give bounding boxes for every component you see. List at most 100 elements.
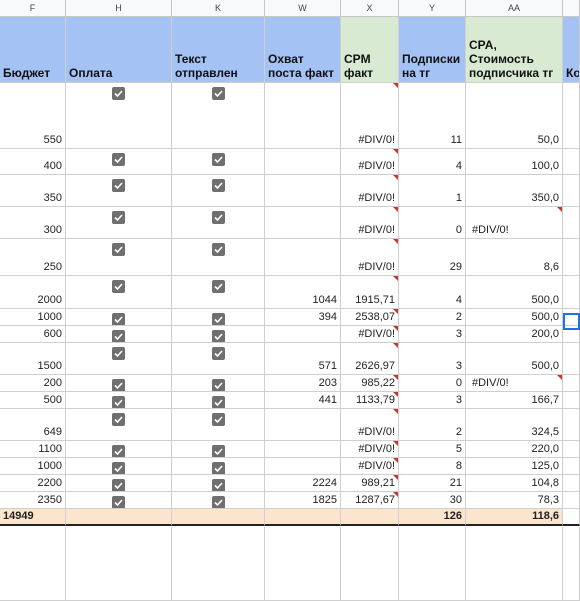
column-header-aa[interactable]: AA	[466, 0, 563, 17]
cell-budget[interactable]: 2200	[0, 475, 66, 492]
column-header-h[interactable]: H	[66, 0, 172, 17]
checkbox-cell[interactable]	[172, 239, 265, 276]
total-empty-cell[interactable]	[172, 509, 265, 526]
cell-budget[interactable]: 500	[0, 392, 66, 409]
cell-subs[interactable]: 29	[399, 239, 466, 276]
checkbox-cell[interactable]	[66, 475, 172, 492]
checkbox-cell[interactable]	[66, 392, 172, 409]
column-header-w[interactable]: W	[265, 0, 341, 17]
checkbox-cell[interactable]	[172, 276, 265, 309]
checkbox-cell[interactable]	[66, 276, 172, 309]
cell-reach[interactable]	[265, 458, 341, 475]
checkbox-cell[interactable]	[66, 441, 172, 458]
cell-cpa[interactable]: 125,0	[466, 458, 563, 475]
total-empty-cell[interactable]	[265, 509, 341, 526]
cell-budget[interactable]: 350	[0, 175, 66, 207]
cell-budget[interactable]: 1500	[0, 343, 66, 375]
checkbox-cell[interactable]	[172, 149, 265, 175]
cell-reach[interactable]: 441	[265, 392, 341, 409]
cell-subs[interactable]: 11	[399, 83, 466, 149]
checkbox-checked-icon[interactable]	[211, 313, 225, 325]
checkbox-checked-icon[interactable]	[211, 462, 225, 474]
empty-cell[interactable]	[563, 458, 580, 475]
checkbox-cell[interactable]	[172, 83, 265, 149]
cell-reach[interactable]: 571	[265, 343, 341, 375]
empty-cell[interactable]	[341, 527, 399, 601]
checkbox-checked-icon[interactable]	[112, 479, 125, 491]
column-header-k[interactable]: K	[172, 0, 265, 17]
checkbox-checked-icon[interactable]	[211, 496, 225, 508]
checkbox-checked-icon[interactable]	[112, 496, 125, 508]
cell-cpa[interactable]: 166,7	[466, 392, 563, 409]
cell-subs[interactable]: 3	[399, 326, 466, 343]
checkbox-checked-icon[interactable]	[112, 313, 125, 325]
cell-cpm[interactable]: 2626,97	[341, 343, 399, 375]
cell-reach[interactable]	[265, 175, 341, 207]
cell-reach[interactable]	[265, 207, 341, 239]
cell-cpm[interactable]: #DIV/0!	[341, 441, 399, 458]
cell-budget[interactable]: 1000	[0, 458, 66, 475]
column-header-next[interactable]	[563, 0, 580, 17]
total-empty-cell[interactable]	[563, 509, 580, 526]
cell-reach[interactable]: 394	[265, 309, 341, 326]
checkbox-checked-icon[interactable]	[112, 396, 125, 408]
checkbox-cell[interactable]	[66, 175, 172, 207]
checkbox-checked-icon[interactable]	[112, 347, 125, 360]
cell-cpm[interactable]: #DIV/0!	[341, 149, 399, 175]
checkbox-cell[interactable]	[66, 343, 172, 375]
cell-cpa[interactable]: #DIV/0!	[466, 375, 563, 392]
checkbox-cell[interactable]	[172, 475, 265, 492]
total-budget[interactable]: 14949	[0, 509, 66, 526]
checkbox-cell[interactable]	[172, 458, 265, 475]
empty-cell[interactable]	[563, 343, 580, 375]
checkbox-checked-icon[interactable]	[112, 462, 125, 474]
cell-subs[interactable]: 2	[399, 309, 466, 326]
checkbox-checked-icon[interactable]	[211, 445, 225, 457]
checkbox-cell[interactable]	[172, 309, 265, 326]
cell-cpa[interactable]: #DIV/0!	[466, 207, 563, 239]
empty-cell[interactable]	[563, 207, 580, 239]
cell-subs[interactable]: 8	[399, 458, 466, 475]
cell-reach[interactable]: 2224	[265, 475, 341, 492]
empty-cell[interactable]	[563, 276, 580, 309]
cell-budget[interactable]: 200	[0, 375, 66, 392]
cell-cpa[interactable]: 8,6	[466, 239, 563, 276]
checkbox-cell[interactable]	[172, 175, 265, 207]
checkbox-checked-icon[interactable]	[112, 87, 125, 100]
total-subs[interactable]: 126	[399, 509, 466, 526]
cell-cpa[interactable]: 78,3	[466, 492, 563, 509]
cell-reach[interactable]	[265, 441, 341, 458]
checkbox-checked-icon[interactable]	[112, 280, 125, 293]
checkbox-cell[interactable]	[66, 409, 172, 441]
checkbox-cell[interactable]	[172, 409, 265, 441]
cell-cpa[interactable]: 500,0	[466, 343, 563, 375]
empty-cell[interactable]	[399, 527, 466, 601]
empty-cell[interactable]	[563, 527, 580, 601]
checkbox-cell[interactable]	[66, 458, 172, 475]
checkbox-checked-icon[interactable]	[211, 347, 225, 360]
cell-cpa[interactable]: 50,0	[466, 83, 563, 149]
cell-cpm[interactable]: #DIV/0!	[341, 207, 399, 239]
cell-cpa[interactable]: 220,0	[466, 441, 563, 458]
cell-reach[interactable]	[265, 83, 341, 149]
checkbox-checked-icon[interactable]	[211, 280, 225, 293]
cell-cpm[interactable]: #DIV/0!	[341, 458, 399, 475]
column-header-y[interactable]: Y	[399, 0, 466, 17]
cell-subs[interactable]: 4	[399, 276, 466, 309]
checkbox-cell[interactable]	[172, 392, 265, 409]
cell-budget[interactable]: 250	[0, 239, 66, 276]
cell-subs[interactable]: 30	[399, 492, 466, 509]
column-header-f[interactable]: F	[0, 0, 66, 17]
empty-cell[interactable]	[563, 409, 580, 441]
cell-budget[interactable]: 649	[0, 409, 66, 441]
cell-budget[interactable]: 1000	[0, 309, 66, 326]
cell-subs[interactable]: 0	[399, 375, 466, 392]
checkbox-checked-icon[interactable]	[211, 211, 225, 224]
cell-cpm[interactable]: #DIV/0!	[341, 83, 399, 149]
checkbox-cell[interactable]	[172, 326, 265, 343]
column-header-x[interactable]: X	[341, 0, 399, 17]
total-empty-cell[interactable]	[66, 509, 172, 526]
cell-cpa[interactable]: 324,5	[466, 409, 563, 441]
cell-cpm[interactable]: 989,21	[341, 475, 399, 492]
cell-cpa[interactable]: 200,0	[466, 326, 563, 343]
